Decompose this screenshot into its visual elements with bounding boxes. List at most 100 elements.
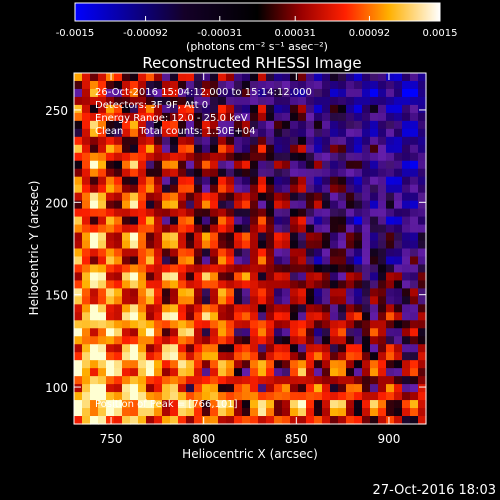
heatmap-cell xyxy=(178,344,187,353)
heatmap-cell xyxy=(98,96,107,106)
heatmap-cell xyxy=(282,240,291,250)
heatmap-cell xyxy=(90,408,99,417)
heatmap-cell xyxy=(298,88,307,98)
heatmap-cell xyxy=(122,104,131,114)
heatmap-cell xyxy=(74,272,83,282)
heatmap-cell xyxy=(210,232,219,242)
heatmap-cell xyxy=(354,336,363,345)
heatmap-cell xyxy=(170,352,179,361)
heatmap-cell xyxy=(226,392,235,401)
heatmap-cell xyxy=(186,312,195,321)
heatmap-cell xyxy=(282,224,291,234)
heatmap-cell xyxy=(266,160,275,170)
heatmap-cell xyxy=(226,312,235,321)
heatmap-cell xyxy=(418,224,427,234)
heatmap-cell xyxy=(370,80,379,90)
heatmap-cell xyxy=(226,80,235,90)
heatmap-cell xyxy=(98,264,107,274)
heatmap-cell xyxy=(122,192,131,202)
heatmap-cell xyxy=(314,280,323,289)
heatmap-cell xyxy=(82,304,91,313)
heatmap-cell xyxy=(338,336,347,345)
heatmap-cell xyxy=(266,376,275,385)
heatmap-cell xyxy=(402,344,411,353)
heatmap-cell xyxy=(394,368,403,377)
heatmap-cell xyxy=(266,232,275,242)
heatmap-cell xyxy=(282,328,291,337)
heatmap-cell xyxy=(186,296,195,305)
heatmap-cell xyxy=(370,73,379,82)
heatmap-cell xyxy=(170,192,179,202)
heatmap-cell xyxy=(298,224,307,234)
heatmap-cell xyxy=(178,176,187,186)
heatmap-cell xyxy=(106,88,115,98)
heatmap-cell xyxy=(418,128,427,138)
heatmap-cell xyxy=(130,80,139,90)
heatmap-cell xyxy=(290,376,299,385)
heatmap-cell xyxy=(210,88,219,98)
heatmap-cell xyxy=(90,96,99,106)
heatmap-cell xyxy=(306,272,315,282)
heatmap-cell xyxy=(322,248,331,258)
heatmap-cell xyxy=(362,216,371,226)
heatmap-cell xyxy=(346,352,355,361)
heatmap-cell xyxy=(338,128,347,138)
heatmap-cell xyxy=(258,408,267,417)
heatmap-cell xyxy=(146,408,155,417)
heatmap-cell xyxy=(402,400,411,409)
heatmap-cell xyxy=(274,160,283,170)
heatmap-cell xyxy=(298,184,307,194)
heatmap-cell xyxy=(290,104,299,114)
heatmap-cell xyxy=(146,256,155,266)
heatmap-cell xyxy=(386,112,395,122)
heatmap-cell xyxy=(234,200,243,210)
heatmap-cell xyxy=(218,232,227,242)
heatmap-cell xyxy=(386,128,395,138)
heatmap-cell xyxy=(354,208,363,218)
heatmap-cell xyxy=(146,192,155,202)
heatmap-cell xyxy=(138,400,147,409)
heatmap-cell xyxy=(146,272,155,282)
heatmap-cell xyxy=(274,168,283,178)
heatmap-cell xyxy=(250,376,259,385)
heatmap-cell xyxy=(210,360,219,369)
heatmap-cell xyxy=(98,416,107,425)
heatmap-cell xyxy=(234,280,243,289)
heatmap-cell xyxy=(98,336,107,345)
heatmap-cell xyxy=(218,96,227,106)
heatmap-cell xyxy=(250,320,259,329)
heatmap-cell xyxy=(290,320,299,329)
heatmap-cell xyxy=(274,320,283,329)
heatmap-cell xyxy=(226,136,235,146)
heatmap-cell xyxy=(122,184,131,194)
heatmap-cell xyxy=(218,224,227,234)
heatmap-cell xyxy=(210,344,219,353)
heatmap-cell xyxy=(218,136,227,146)
heatmap-cell xyxy=(298,280,307,289)
heatmap-cell xyxy=(82,256,91,266)
heatmap-cell xyxy=(90,320,99,329)
heatmap-cell xyxy=(330,176,339,186)
heatmap-cell xyxy=(146,144,155,154)
heatmap-cell xyxy=(410,200,419,210)
heatmap-cell xyxy=(162,224,171,234)
heatmap-cell xyxy=(162,272,171,282)
heatmap-cell xyxy=(354,384,363,393)
heatmap-cell xyxy=(306,344,315,353)
heatmap-cell xyxy=(130,128,139,138)
heatmap-cell xyxy=(402,240,411,250)
heatmap-cell xyxy=(106,368,115,377)
heatmap-cell xyxy=(394,144,403,154)
heatmap-cell xyxy=(186,256,195,266)
heatmap-cell xyxy=(322,224,331,234)
heatmap-cell xyxy=(394,200,403,210)
heatmap-cell xyxy=(386,104,395,114)
heatmap-cell xyxy=(306,360,315,369)
heatmap-cell xyxy=(354,144,363,154)
colorbar-tick-label: 0.00092 xyxy=(349,28,390,39)
heatmap-cell xyxy=(82,312,91,321)
heatmap-cell xyxy=(410,112,419,122)
heatmap-cell xyxy=(322,192,331,202)
heatmap-cell xyxy=(114,120,123,130)
heatmap-cell xyxy=(82,160,91,170)
